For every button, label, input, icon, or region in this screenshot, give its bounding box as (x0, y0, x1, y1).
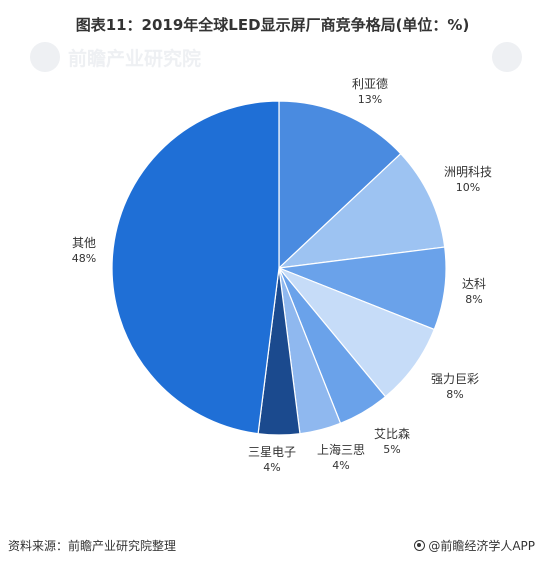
slice-name-label: 三星电子 (248, 445, 296, 459)
slice-label-6: 上海三思 4% (317, 442, 365, 472)
pie-chart: 利亚德 13% 洲明科技 10% 达科 8% 强力巨彩 8% 艾比森 5% 上海三思 4% 三星电子 4%… (72, 76, 492, 474)
pie-slice-8 (111, 100, 280, 435)
chart-title: 图表11：2019年全球LED显示屏厂商竞争格局(单位：%) (75, 16, 470, 34)
slice-name-label: 强力巨彩 (431, 372, 479, 386)
slice-label-1: 利亚德 13% (352, 76, 388, 106)
brand-text: @前瞻经济学人APP (428, 539, 535, 553)
slice-name-label: 艾比森 (374, 426, 410, 441)
slice-label-5: 艾比森 5% (374, 426, 410, 456)
slice-name-label: 其他 (72, 236, 96, 250)
pie-slice-1 (278, 100, 402, 270)
pie-slice-2 (277, 152, 446, 269)
slice-label-2: 洲明科技 10% (444, 165, 492, 194)
slice-value-label: 13% (358, 93, 382, 106)
slice-label-8: 其他 48% (72, 236, 96, 265)
source-note: 资料来源：前瞻产业研究院整理 (8, 539, 177, 553)
slice-name-label: 洲明科技 (444, 165, 492, 179)
brand-credit: @前瞻经济学人APP (414, 537, 535, 554)
slice-value-label: 8% (446, 388, 463, 401)
slice-name-label: 利亚德 (352, 76, 388, 91)
slice-label-4: 强力巨彩 8% (431, 372, 479, 401)
brand-logo-icon (414, 540, 426, 551)
slice-label-3: 达科 8% (462, 277, 486, 306)
slice-value-label: 48% (72, 252, 96, 265)
slice-value-label: 10% (456, 181, 480, 194)
slice-label-7: 三星电子 4% (248, 445, 296, 474)
slice-value-label: 5% (383, 443, 400, 456)
slice-name-label: 达科 (462, 277, 486, 291)
slice-value-label: 8% (465, 293, 482, 306)
slice-value-label: 4% (263, 461, 280, 474)
slice-value-label: 4% (332, 459, 349, 472)
slice-name-label: 上海三思 (317, 442, 365, 457)
